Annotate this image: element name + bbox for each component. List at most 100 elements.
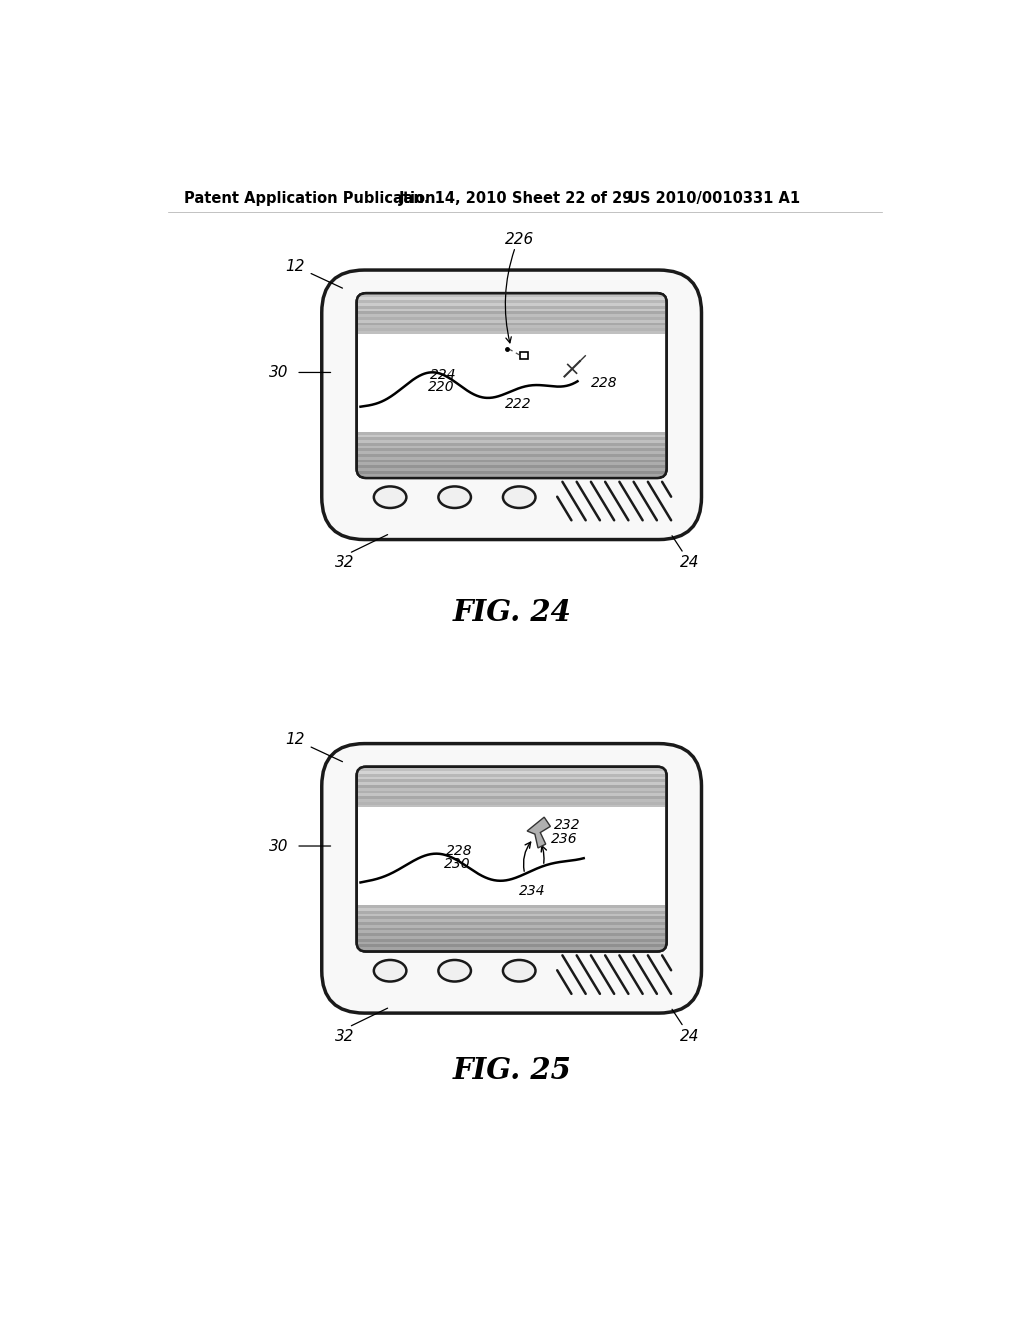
Bar <box>358 916 665 919</box>
Bar <box>358 925 665 928</box>
Text: 32: 32 <box>335 556 354 570</box>
Bar <box>358 808 665 906</box>
Bar <box>358 454 665 457</box>
Ellipse shape <box>503 487 536 508</box>
Bar <box>358 329 665 331</box>
Bar <box>358 936 665 939</box>
Bar <box>358 449 665 451</box>
Text: 236: 236 <box>551 832 578 846</box>
Bar <box>358 317 665 319</box>
Bar <box>358 783 665 785</box>
Bar <box>358 774 665 776</box>
Bar <box>358 911 665 913</box>
Bar <box>358 779 665 783</box>
Text: 224: 224 <box>430 368 457 381</box>
Bar <box>358 948 665 950</box>
Bar <box>358 771 665 774</box>
Ellipse shape <box>374 960 407 982</box>
Bar <box>358 913 665 916</box>
Bar <box>358 906 665 908</box>
Bar <box>358 923 665 925</box>
Bar <box>358 457 665 459</box>
Bar <box>358 944 665 948</box>
Bar <box>358 799 665 801</box>
Text: 222: 222 <box>505 397 531 412</box>
Ellipse shape <box>438 487 471 508</box>
Bar <box>358 931 665 933</box>
Bar <box>358 322 665 326</box>
Bar <box>358 434 665 437</box>
Bar <box>358 440 665 444</box>
Bar <box>358 309 665 312</box>
Bar <box>358 801 665 805</box>
Bar <box>358 471 665 474</box>
Text: FIG. 25: FIG. 25 <box>453 1056 571 1085</box>
Bar <box>358 469 665 471</box>
Bar <box>358 462 665 465</box>
Bar <box>358 304 665 306</box>
Bar <box>358 933 665 936</box>
Bar <box>557 482 671 520</box>
Bar <box>358 312 665 314</box>
FancyBboxPatch shape <box>356 767 667 952</box>
Bar <box>358 314 665 317</box>
Text: 30: 30 <box>269 364 289 380</box>
Text: Jan. 14, 2010: Jan. 14, 2010 <box>399 191 508 206</box>
FancyBboxPatch shape <box>322 743 701 1014</box>
Text: 220: 220 <box>428 380 455 395</box>
Bar <box>358 796 665 799</box>
Bar <box>358 331 665 334</box>
Text: 24: 24 <box>680 556 699 570</box>
Bar <box>358 768 665 771</box>
Bar <box>358 451 665 454</box>
Bar <box>358 432 665 434</box>
Bar <box>358 919 665 923</box>
Polygon shape <box>527 817 550 847</box>
Text: Sheet 22 of 29: Sheet 22 of 29 <box>512 191 632 206</box>
Bar <box>557 956 671 994</box>
Bar <box>358 474 665 477</box>
Text: 230: 230 <box>444 857 471 871</box>
Bar <box>358 446 665 449</box>
Text: 228: 228 <box>445 845 472 858</box>
Bar <box>358 941 665 944</box>
Bar <box>358 776 665 779</box>
Text: 30: 30 <box>269 838 289 854</box>
FancyBboxPatch shape <box>356 293 667 478</box>
Text: 232: 232 <box>554 818 581 832</box>
Bar <box>358 793 665 796</box>
Text: 24: 24 <box>680 1028 699 1044</box>
Text: 226: 226 <box>505 232 534 247</box>
Ellipse shape <box>438 960 471 982</box>
Bar <box>358 791 665 793</box>
Text: 234: 234 <box>519 884 546 898</box>
Bar <box>520 351 528 359</box>
Bar <box>358 928 665 931</box>
Bar <box>358 297 665 300</box>
Bar <box>358 294 665 297</box>
Bar <box>358 334 665 432</box>
Text: Patent Application Publication: Patent Application Publication <box>183 191 435 206</box>
Text: FIG. 24: FIG. 24 <box>453 598 571 627</box>
Text: US 2010/0010331 A1: US 2010/0010331 A1 <box>628 191 800 206</box>
Bar <box>358 939 665 941</box>
Bar <box>358 437 665 440</box>
Ellipse shape <box>374 487 407 508</box>
Bar <box>358 805 665 808</box>
FancyBboxPatch shape <box>322 271 701 540</box>
Ellipse shape <box>503 960 536 982</box>
Bar <box>358 306 665 309</box>
Bar <box>358 319 665 322</box>
Text: 228: 228 <box>591 376 617 389</box>
Bar <box>358 788 665 791</box>
Bar <box>358 908 665 911</box>
Bar <box>358 459 665 462</box>
Text: 12: 12 <box>285 259 304 273</box>
Bar <box>358 465 665 469</box>
Text: 32: 32 <box>335 1028 354 1044</box>
Bar <box>358 444 665 446</box>
Bar <box>358 785 665 788</box>
Bar <box>358 300 665 304</box>
Bar <box>358 326 665 329</box>
Text: 12: 12 <box>285 733 304 747</box>
